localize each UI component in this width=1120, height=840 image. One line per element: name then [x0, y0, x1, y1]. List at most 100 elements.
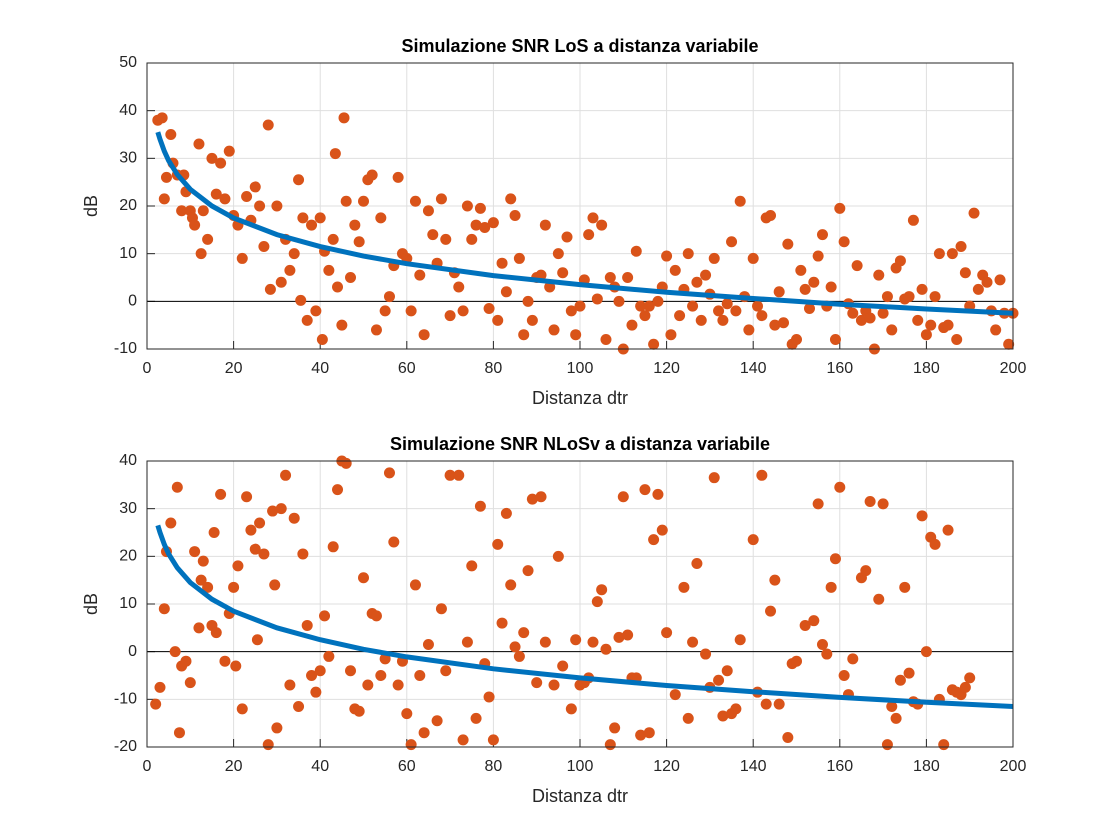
data-point: [418, 329, 430, 341]
data-point: [864, 312, 876, 324]
data-point: [165, 517, 177, 529]
data-point: [202, 233, 214, 245]
x-tick-label: 140: [740, 758, 767, 775]
curve: [155, 131, 1014, 316]
data-point: [808, 615, 820, 627]
data-point: [687, 636, 699, 648]
data-point: [912, 314, 924, 326]
data-point: [877, 307, 889, 319]
data-point: [752, 300, 764, 312]
data-point: [691, 276, 703, 288]
data-point: [557, 660, 569, 672]
data-point: [457, 305, 469, 317]
data-point: [323, 650, 335, 662]
data-point: [223, 145, 235, 157]
data-point: [310, 305, 322, 317]
data-point: [327, 233, 339, 245]
data-point: [409, 579, 421, 591]
data-point: [825, 581, 837, 593]
data-point: [509, 641, 521, 653]
data-point: [648, 534, 660, 546]
data-point: [669, 689, 681, 701]
data-point: [881, 291, 893, 303]
data-point: [284, 264, 296, 276]
data-point: [544, 281, 556, 293]
data-point: [920, 646, 932, 658]
data-point: [907, 214, 919, 226]
data-point: [215, 157, 227, 169]
data-point: [782, 238, 794, 250]
data-point: [773, 698, 785, 710]
data-point: [470, 219, 482, 231]
data-point: [799, 619, 811, 631]
x-tick-label: 40: [311, 758, 329, 775]
data-point: [509, 210, 521, 222]
data-point: [682, 248, 694, 260]
data-point: [535, 491, 547, 503]
data-point: [466, 233, 478, 245]
data-point: [154, 681, 166, 693]
data-point: [730, 703, 742, 715]
data-point: [561, 231, 573, 243]
data-point: [487, 217, 499, 229]
data-point: [799, 283, 811, 295]
data-point: [730, 305, 742, 317]
data-point: [838, 670, 850, 681]
data-point: [894, 674, 906, 686]
data-point: [264, 283, 276, 295]
data-point: [596, 219, 608, 231]
x-axis-label: Distanza dtr: [532, 786, 628, 806]
y-axis-label: dB: [81, 593, 101, 615]
data-point: [825, 281, 837, 293]
data-point: [505, 193, 517, 205]
data-point: [470, 712, 482, 724]
data-point: [349, 219, 361, 231]
data-point: [249, 181, 261, 193]
x-tick-label: 60: [398, 758, 416, 775]
data-point: [734, 195, 746, 207]
data-point: [160, 171, 172, 183]
data-point: [708, 252, 720, 264]
data-point: [383, 467, 395, 479]
data-point: [483, 691, 495, 703]
x-tick-label: 40: [311, 360, 329, 377]
y-tick-label: -10: [114, 340, 137, 357]
data-point: [197, 205, 209, 217]
data-point: [743, 324, 755, 336]
axes-frame: [146, 62, 1014, 350]
data-point: [886, 700, 898, 712]
data-point: [552, 248, 564, 260]
data-point: [639, 310, 651, 322]
data-point: [306, 670, 318, 681]
data-point: [392, 679, 404, 691]
data-point: [487, 734, 499, 746]
data-point: [314, 212, 326, 224]
data-point: [375, 670, 387, 681]
data-point: [418, 727, 430, 739]
data-point: [171, 481, 183, 493]
data-point: [195, 248, 207, 260]
data-point: [195, 574, 207, 586]
data-point: [206, 152, 218, 164]
data-point: [622, 272, 634, 283]
data-point: [955, 241, 967, 253]
y-tick-label: 0: [128, 643, 137, 660]
data-point: [345, 665, 357, 677]
data-point: [756, 469, 768, 481]
data-point: [366, 169, 378, 181]
data-point: [903, 667, 915, 679]
data-point: [557, 267, 569, 279]
data-point: [747, 534, 759, 546]
data-point: [661, 627, 673, 639]
data-point: [838, 236, 850, 248]
data-point: [522, 295, 534, 307]
data-point: [173, 727, 185, 739]
data-point: [518, 329, 530, 341]
data-point: [587, 636, 599, 648]
data-point: [474, 202, 486, 214]
data-point: [600, 643, 612, 655]
data-point: [301, 619, 313, 631]
data-point: [873, 593, 885, 605]
data-point: [210, 188, 222, 200]
data-point: [306, 219, 318, 231]
